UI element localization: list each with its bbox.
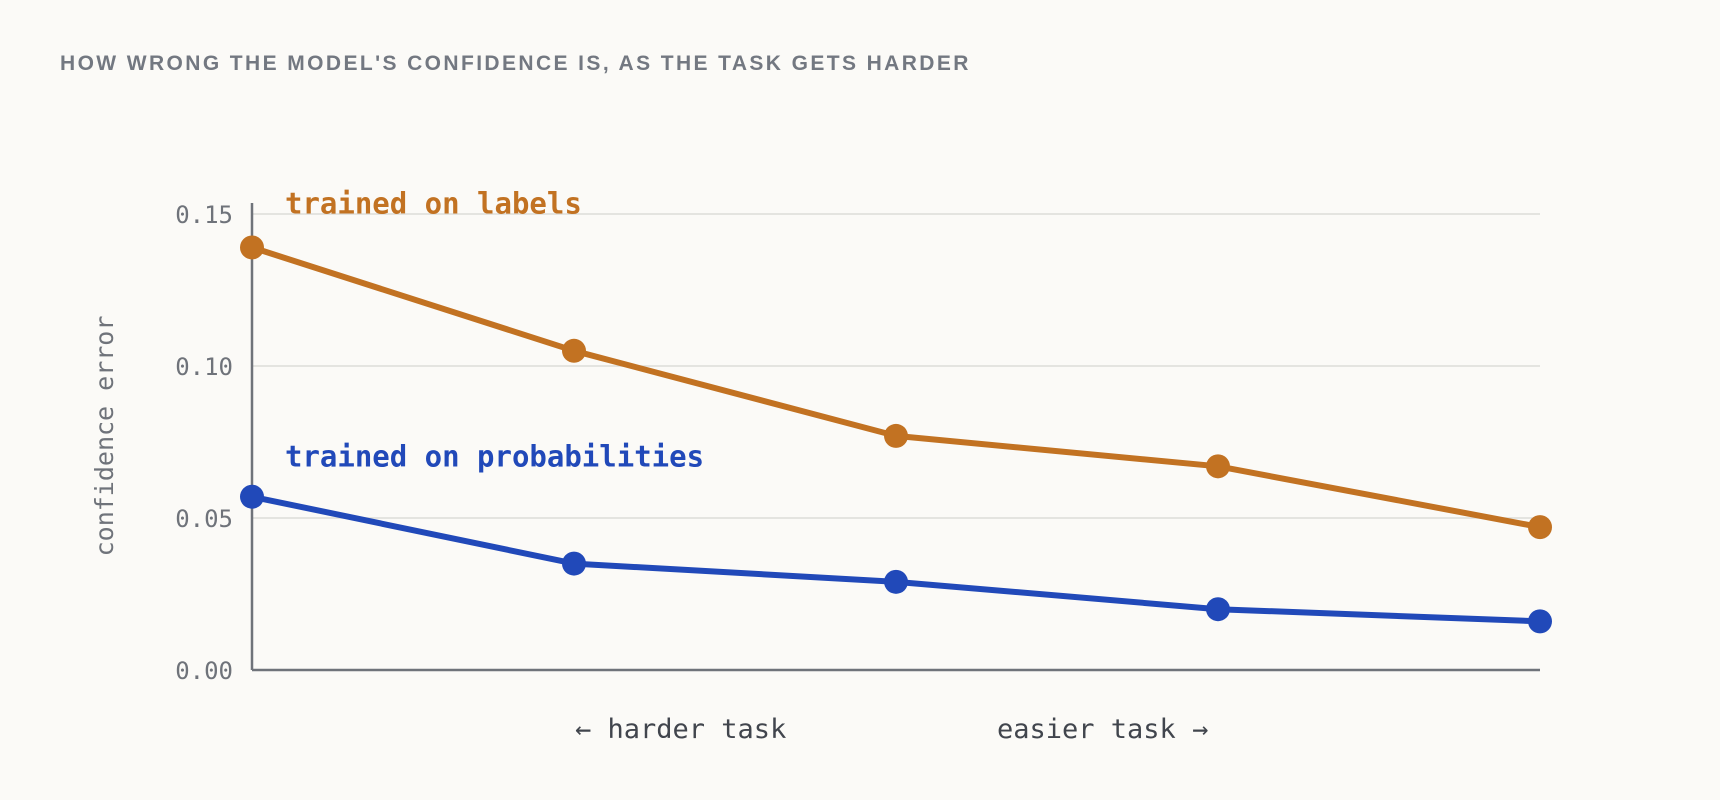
data-point: [1206, 597, 1230, 622]
data-point: [562, 338, 586, 363]
chart-title: HOW WRONG THE MODEL'S CONFIDENCE IS, AS …: [60, 52, 971, 75]
data-point: [240, 484, 264, 509]
series-group: trained on probabilities: [240, 440, 1552, 634]
data-point: [562, 551, 586, 576]
data-point: [240, 235, 264, 260]
x-axis-label-easier: easier task →: [997, 714, 1208, 745]
y-tick-label: 0.15: [175, 201, 233, 229]
data-point: [884, 569, 908, 594]
series-line: [249, 493, 1543, 625]
series-label: trained on labels: [285, 186, 582, 220]
data-point: [1206, 454, 1230, 479]
data-point: [1528, 515, 1552, 540]
series-line: [249, 244, 1543, 531]
y-tick-labels: 0.00 0.05 0.10 0.15: [175, 201, 233, 685]
series-group: trained on labels: [240, 186, 1552, 540]
series-label: trained on probabilities: [285, 440, 704, 474]
y-tick-label: 0.00: [175, 657, 233, 685]
y-tick-label: 0.05: [175, 505, 233, 533]
series: trained on labels trained on probabilitie…: [240, 186, 1552, 634]
y-axis-label: confidence error: [90, 316, 119, 557]
x-axis-label-harder: ← harder task: [575, 714, 786, 745]
axes: [250, 203, 1540, 672]
y-tick-label: 0.10: [175, 353, 233, 381]
grid-lines: [252, 213, 1540, 519]
data-point: [1528, 609, 1552, 634]
data-point: [884, 423, 908, 448]
